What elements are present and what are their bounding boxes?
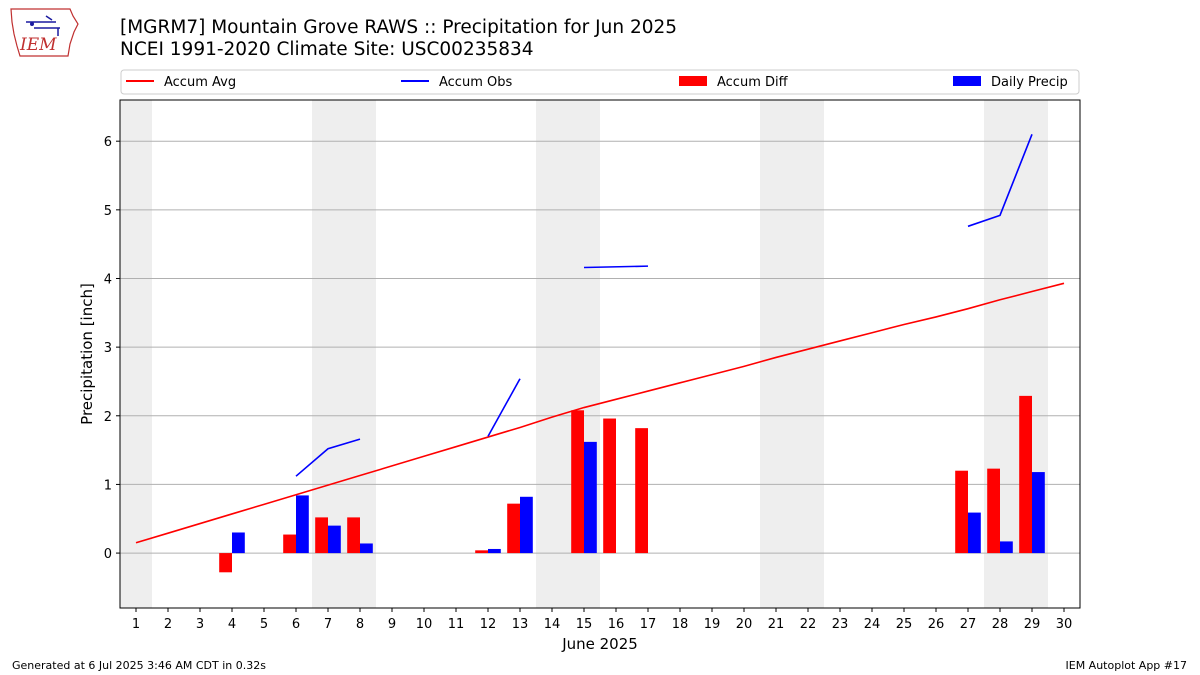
accum-obs-line	[295, 438, 361, 477]
legend-label: Accum Diff	[717, 75, 789, 90]
y-axis-label: Precipitation [inch]	[78, 283, 96, 425]
x-tick-label: 17	[640, 617, 657, 632]
iowa-outline-icon	[10, 8, 79, 57]
x-tick-label: 16	[608, 617, 625, 632]
x-tick-label: 11	[448, 617, 465, 632]
daily-precip-bar	[232, 532, 245, 554]
x-tick-label: 26	[928, 617, 945, 632]
y-tick-label: 6	[104, 135, 112, 150]
x-tick-label: 21	[768, 617, 785, 632]
app-label: IEM Autoplot App #17	[1065, 659, 1188, 672]
daily-precip-bar	[328, 525, 341, 554]
x-tick-label: 22	[800, 617, 817, 632]
x-axis: 1 2 3 4 5 6 7 8 9 10 11 12 13 14 15 16 17 18 19 20 21 22 23 24 2…	[132, 608, 1072, 632]
daily-precip-bar	[1000, 541, 1013, 554]
logo-text: IEM	[19, 35, 57, 55]
daily-precip-bar	[1032, 472, 1045, 554]
lines	[135, 134, 1065, 544]
accum-diff-bar	[635, 428, 648, 554]
y-tick-label: 5	[104, 204, 112, 219]
iem-logo: IEM	[10, 8, 79, 57]
x-tick-label: 23	[832, 617, 849, 632]
x-tick-label: 9	[388, 617, 396, 632]
x-axis-label: June 2025	[561, 635, 638, 653]
bars	[219, 395, 1045, 573]
accum-diff-bar	[219, 553, 232, 573]
daily-precip-bar	[296, 495, 309, 554]
chart-title-block: [MGRM7] Mountain Grove RAWS :: Precipita…	[120, 17, 677, 61]
x-tick-label: 4	[228, 617, 236, 632]
accum-avg-line	[135, 282, 1065, 544]
accum-diff-bar	[315, 517, 328, 554]
accum-diff-bar	[571, 410, 584, 554]
accum-diff-bar	[347, 517, 360, 554]
x-tick-label: 20	[736, 617, 753, 632]
x-tick-label: 25	[896, 617, 913, 632]
x-tick-label: 2	[164, 617, 172, 632]
x-tick-label: 30	[1056, 617, 1073, 632]
accum-obs-line	[967, 134, 1033, 228]
y-tick-label: 0	[104, 547, 112, 562]
x-tick-label: 28	[992, 617, 1009, 632]
x-tick-label: 15	[576, 617, 593, 632]
x-tick-label: 18	[672, 617, 689, 632]
chart-title: [MGRM7] Mountain Grove RAWS :: Precipita…	[120, 17, 678, 38]
y-tick-label: 1	[104, 478, 112, 493]
x-tick-label: 14	[544, 617, 561, 632]
x-tick-label: 19	[704, 617, 721, 632]
x-tick-label: 12	[480, 617, 497, 632]
daily-precip-bar	[968, 512, 981, 554]
y-tick-label: 3	[104, 341, 112, 356]
accum-diff-bar	[1019, 395, 1032, 554]
generated-timestamp: Generated at 6 Jul 2025 3:46 AM CDT in 0…	[12, 659, 266, 672]
y-tick-label: 4	[104, 272, 112, 287]
x-tick-label: 6	[292, 617, 300, 632]
x-tick-label: 8	[356, 617, 364, 632]
legend-label: Accum Avg	[164, 75, 236, 90]
x-tick-label: 7	[324, 617, 332, 632]
y-tick-label: 2	[104, 410, 112, 425]
weekend-shading	[120, 100, 1048, 608]
weather-station-icon	[26, 15, 60, 36]
gridlines	[120, 140, 1080, 554]
daily-precip-bar	[488, 548, 501, 554]
x-tick-label: 29	[1024, 617, 1041, 632]
accum-diff-bar	[475, 550, 488, 554]
daily-precip-bar	[584, 441, 597, 554]
y-axis: 0 1 2 3 4 5 6	[104, 135, 120, 562]
accum-obs-line	[487, 378, 521, 437]
x-tick-label: 13	[512, 617, 529, 632]
x-tick-label: 10	[416, 617, 433, 632]
chart-subtitle: NCEI 1991-2020 Climate Site: USC00235834	[120, 39, 534, 60]
legend: Accum Avg Accum Obs Accum Diff Daily Precip	[120, 69, 1080, 95]
x-tick-label: 3	[196, 617, 204, 632]
legend-label: Accum Obs	[439, 75, 512, 90]
accum-diff-bar	[283, 534, 296, 554]
x-tick-label: 1	[132, 617, 140, 632]
accum-diff-bar	[987, 468, 1000, 554]
accum-obs-line	[583, 265, 649, 269]
x-tick-label: 27	[960, 617, 977, 632]
x-tick-label: 24	[864, 617, 881, 632]
legend-swatch	[953, 76, 981, 86]
weekend-band	[120, 100, 152, 608]
accum-diff-bar	[603, 418, 616, 554]
legend-swatch	[679, 76, 707, 86]
accum-diff-bar	[507, 503, 520, 554]
daily-precip-bar	[520, 496, 533, 554]
plot-frame	[119, 99, 1081, 609]
x-tick-label: 5	[260, 617, 268, 632]
legend-box	[120, 69, 1080, 95]
accum-diff-bar	[955, 470, 968, 554]
legend-label: Daily Precip	[991, 75, 1068, 90]
daily-precip-bar	[360, 543, 373, 554]
